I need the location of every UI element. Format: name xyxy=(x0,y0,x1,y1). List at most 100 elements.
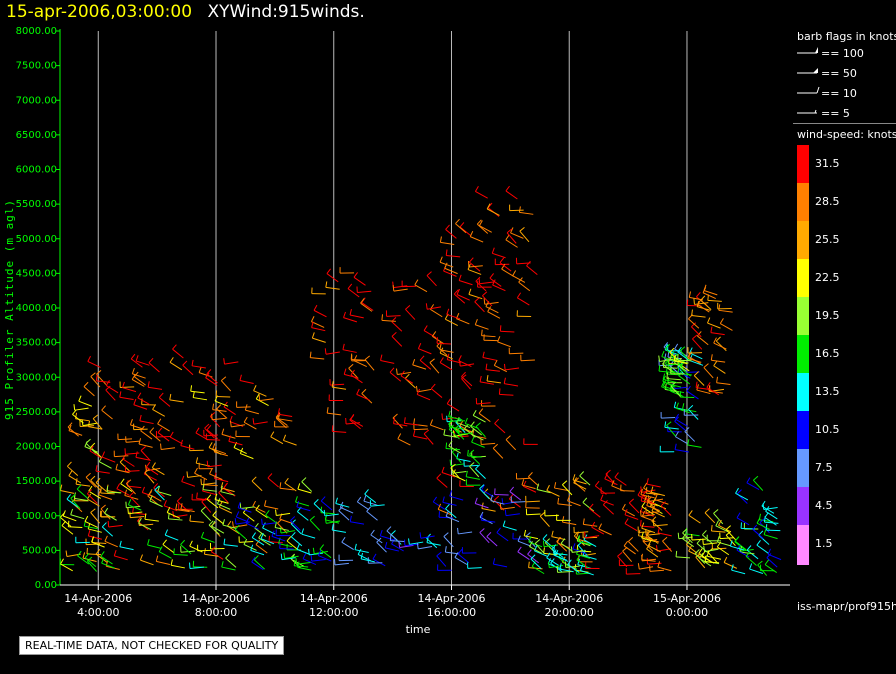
wind-barb xyxy=(414,279,428,293)
wind-barb xyxy=(425,303,442,310)
wind-barb xyxy=(236,401,251,408)
wind-barb xyxy=(79,420,95,427)
barb-flag-icon xyxy=(797,86,820,94)
wind-barb xyxy=(251,532,265,546)
wind-barb xyxy=(506,228,517,244)
wind-barb xyxy=(403,417,419,426)
wind-barb xyxy=(438,511,454,519)
wind-barb xyxy=(149,495,163,508)
wind-barb xyxy=(611,480,625,492)
plot-timestamp: 15-apr-2006,03:00:00 xyxy=(6,2,193,22)
wind-barb xyxy=(441,466,456,478)
wind-barb xyxy=(253,555,265,570)
wind-barb xyxy=(170,559,185,569)
x-tick-label-time: 12:00:00 xyxy=(309,606,358,619)
wind-barb xyxy=(628,537,639,552)
chart-axes xyxy=(59,29,790,586)
wind-barb xyxy=(252,418,268,425)
wind-barb xyxy=(429,419,444,431)
wind-barb xyxy=(283,552,299,560)
wind-barb xyxy=(213,472,229,483)
wind-barb xyxy=(151,462,165,476)
wind-barb xyxy=(505,435,517,451)
wind-barb xyxy=(135,451,150,461)
wind-barb xyxy=(645,507,661,514)
wind-barb xyxy=(133,398,148,410)
barb-legend-item: == 100 xyxy=(793,43,896,63)
speed-bin: 13.5 xyxy=(797,373,896,413)
x-axis-ticks: 14-Apr-20064:00:0014-Apr-20068:00:0014-A… xyxy=(64,585,721,619)
wind-barb xyxy=(703,363,714,379)
wind-barb xyxy=(693,298,709,305)
wind-barb xyxy=(107,520,123,528)
barb-legend-label: == 5 xyxy=(821,107,850,120)
wind-barb xyxy=(474,497,489,509)
barb-flag-icon xyxy=(797,47,818,54)
wind-barb xyxy=(215,390,231,398)
wind-barb xyxy=(598,523,612,536)
wind-barb xyxy=(560,538,573,552)
wind-barb xyxy=(482,291,493,307)
wind-barb xyxy=(472,409,486,423)
wind-barb xyxy=(343,311,358,323)
wind-barb xyxy=(591,521,605,535)
wind-barb xyxy=(661,381,675,393)
wind-barb xyxy=(643,482,656,496)
x-tick-label-time: 0:00:00 xyxy=(666,606,708,619)
wind-barb xyxy=(186,471,202,478)
wind-barb xyxy=(752,475,764,491)
wind-barb xyxy=(361,388,373,404)
wind-barb xyxy=(493,359,508,373)
wind-barb xyxy=(763,528,778,540)
wind-barb xyxy=(252,500,266,513)
wind-barb xyxy=(301,477,313,492)
wind-barb xyxy=(439,357,453,371)
wind-barb xyxy=(478,220,492,233)
wind-barb xyxy=(510,496,526,503)
wind-barb xyxy=(536,483,551,494)
wind-barb xyxy=(689,347,703,360)
wind-barb xyxy=(508,347,524,355)
wind-barb xyxy=(343,368,358,379)
wind-barb xyxy=(342,343,357,353)
wind-barb xyxy=(736,512,750,526)
wind-barb xyxy=(577,535,592,546)
wind-barb xyxy=(191,493,207,501)
wind-barb xyxy=(203,548,219,557)
wind-barb xyxy=(277,518,288,534)
wind-barb xyxy=(710,326,725,336)
wind-barb xyxy=(144,513,159,522)
wind-barb xyxy=(474,297,485,313)
wind-barb xyxy=(271,530,286,542)
wind-barb xyxy=(189,515,204,523)
wind-barb xyxy=(461,371,473,387)
wind-barb xyxy=(557,497,572,506)
wind-barb xyxy=(338,554,354,562)
wind-barb xyxy=(449,459,465,467)
quality-notice: REAL-TIME DATA, NOT CHECKED FOR QUALITY xyxy=(19,636,285,655)
wind-barb xyxy=(677,354,692,362)
wind-barb xyxy=(350,353,366,361)
wind-barb xyxy=(481,329,496,338)
wind-barb xyxy=(251,476,263,492)
wind-barb xyxy=(200,478,216,486)
wind-barb xyxy=(158,392,171,407)
wind-barb xyxy=(480,514,496,523)
wind-barb xyxy=(198,366,213,378)
wind-barb xyxy=(255,393,269,407)
wind-barb xyxy=(674,443,689,453)
wind-barb xyxy=(718,519,732,533)
wind-barb xyxy=(223,358,239,365)
wind-barb xyxy=(503,377,519,387)
wind-barb xyxy=(673,401,689,411)
wind-barb xyxy=(105,380,119,394)
wind-barb xyxy=(450,415,465,422)
wind-barb xyxy=(106,486,122,494)
wind-barb xyxy=(329,379,345,386)
wind-barb xyxy=(518,206,534,215)
wind-barb xyxy=(688,510,701,524)
wind-barb xyxy=(83,381,95,397)
wind-barb xyxy=(158,546,172,559)
wind-barb xyxy=(670,367,685,375)
wind-barb xyxy=(573,477,587,490)
